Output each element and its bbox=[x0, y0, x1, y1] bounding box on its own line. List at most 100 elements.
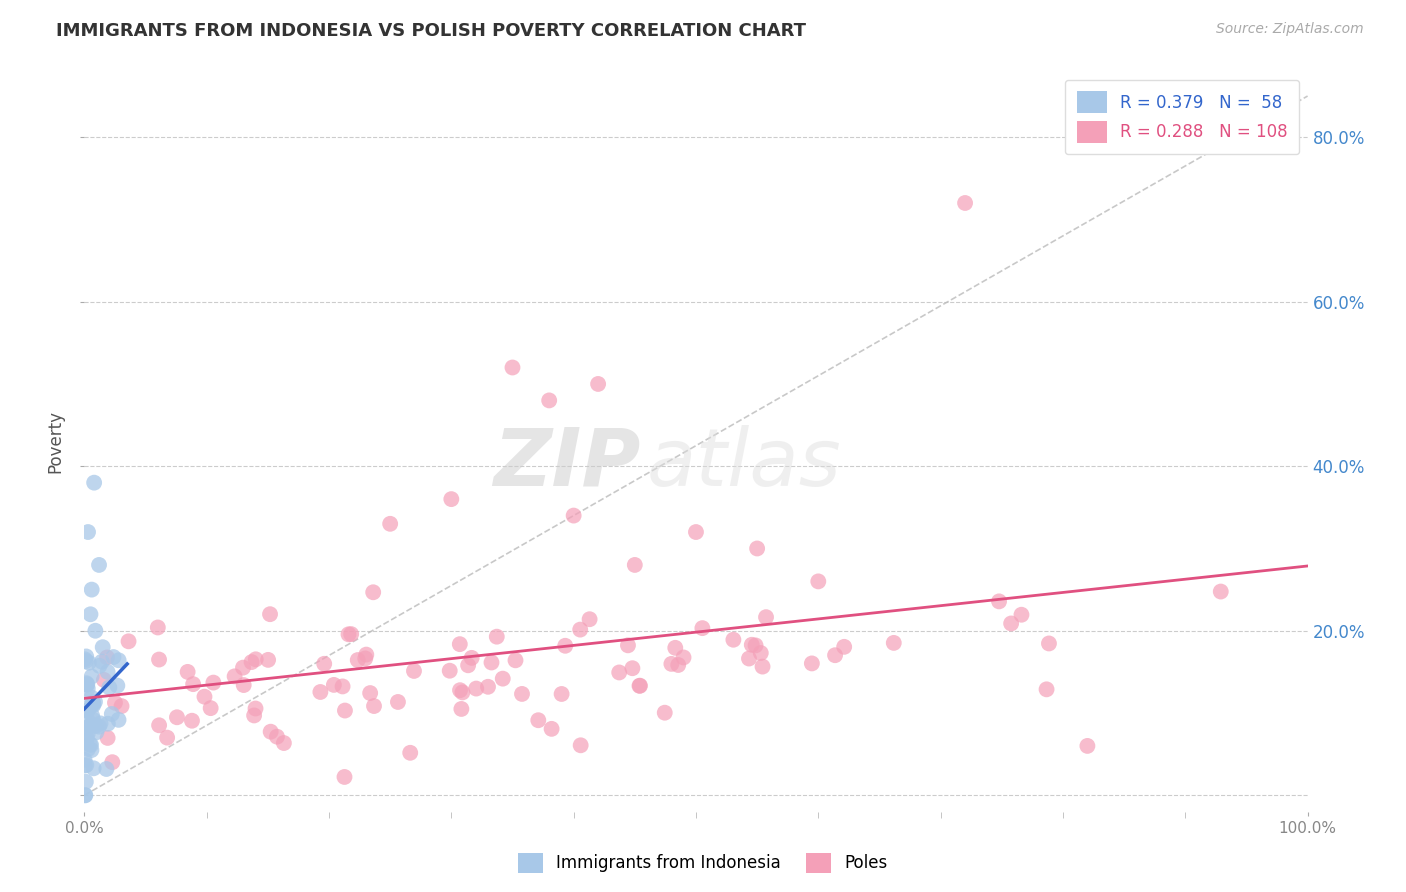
Poles bbox=[578, 612, 600, 626]
Poles bbox=[314, 657, 336, 671]
Text: ZIP: ZIP bbox=[494, 425, 641, 503]
Y-axis label: Poverty: Poverty bbox=[46, 410, 65, 473]
Immigrants from Indonesia bbox=[107, 713, 129, 727]
Poles bbox=[666, 658, 689, 673]
Legend: R = 0.379   N =  58, R = 0.288   N = 108: R = 0.379 N = 58, R = 0.288 N = 108 bbox=[1064, 79, 1299, 154]
Immigrants from Indonesia bbox=[87, 720, 110, 734]
Immigrants from Indonesia bbox=[84, 695, 107, 709]
Poles bbox=[332, 680, 354, 694]
Poles bbox=[738, 651, 761, 665]
Poles bbox=[380, 516, 402, 531]
Poles bbox=[621, 661, 644, 675]
Immigrants from Indonesia bbox=[90, 655, 112, 669]
Immigrants from Indonesia bbox=[83, 761, 105, 775]
Poles bbox=[266, 730, 288, 744]
Text: IMMIGRANTS FROM INDONESIA VS POLISH POVERTY CORRELATION CHART: IMMIGRANTS FROM INDONESIA VS POLISH POVE… bbox=[56, 22, 806, 40]
Poles bbox=[176, 665, 198, 679]
Immigrants from Indonesia bbox=[82, 698, 104, 713]
Poles bbox=[356, 648, 378, 662]
Poles bbox=[832, 640, 855, 654]
Immigrants from Indonesia bbox=[103, 650, 125, 665]
Immigrants from Indonesia bbox=[77, 742, 100, 756]
Poles bbox=[200, 701, 222, 715]
Poles bbox=[363, 699, 385, 714]
Poles bbox=[322, 678, 344, 692]
Poles bbox=[457, 658, 479, 673]
Poles bbox=[232, 660, 254, 674]
Poles bbox=[259, 607, 281, 622]
Poles bbox=[333, 704, 356, 718]
Text: atlas: atlas bbox=[647, 425, 842, 503]
Poles bbox=[181, 677, 204, 691]
Poles bbox=[181, 714, 204, 728]
Immigrants from Indonesia bbox=[82, 697, 104, 711]
Immigrants from Indonesia bbox=[89, 658, 111, 673]
Immigrants from Indonesia bbox=[80, 690, 103, 705]
Poles bbox=[354, 651, 377, 665]
Immigrants from Indonesia bbox=[82, 708, 104, 723]
Immigrants from Indonesia bbox=[105, 679, 128, 693]
Poles bbox=[953, 196, 976, 211]
Immigrants from Indonesia bbox=[97, 716, 120, 731]
Poles bbox=[607, 665, 630, 680]
Poles bbox=[193, 690, 215, 704]
Poles bbox=[1035, 682, 1057, 697]
Immigrants from Indonesia bbox=[101, 706, 124, 721]
Immigrants from Indonesia bbox=[75, 654, 97, 668]
Immigrants from Indonesia bbox=[75, 758, 97, 772]
Poles bbox=[449, 637, 471, 651]
Poles bbox=[243, 708, 266, 723]
Poles bbox=[751, 659, 773, 673]
Poles bbox=[148, 718, 170, 732]
Poles bbox=[502, 360, 524, 375]
Poles bbox=[202, 675, 225, 690]
Poles bbox=[245, 701, 267, 715]
Poles bbox=[628, 679, 651, 693]
Poles bbox=[492, 672, 515, 686]
Poles bbox=[1076, 739, 1098, 753]
Poles bbox=[747, 541, 769, 556]
Poles bbox=[346, 653, 368, 667]
Poles bbox=[510, 687, 533, 701]
Poles bbox=[1000, 616, 1022, 631]
Poles bbox=[146, 620, 169, 634]
Poles bbox=[399, 746, 422, 760]
Poles bbox=[93, 673, 115, 687]
Poles bbox=[260, 724, 283, 739]
Poles bbox=[148, 652, 170, 666]
Poles bbox=[800, 657, 823, 671]
Poles bbox=[664, 640, 686, 655]
Poles bbox=[340, 627, 363, 641]
Poles bbox=[1209, 584, 1232, 599]
Poles bbox=[337, 627, 360, 641]
Poles bbox=[569, 739, 592, 753]
Immigrants from Indonesia bbox=[73, 758, 96, 772]
Immigrants from Indonesia bbox=[83, 713, 105, 727]
Poles bbox=[97, 731, 120, 745]
Poles bbox=[661, 657, 683, 671]
Poles bbox=[240, 655, 263, 669]
Immigrants from Indonesia bbox=[77, 703, 100, 717]
Poles bbox=[824, 648, 846, 663]
Immigrants from Indonesia bbox=[76, 677, 98, 691]
Poles bbox=[359, 686, 381, 700]
Immigrants from Indonesia bbox=[76, 727, 98, 741]
Immigrants from Indonesia bbox=[77, 714, 100, 728]
Poles bbox=[723, 632, 745, 647]
Immigrants from Indonesia bbox=[75, 734, 97, 748]
Poles bbox=[110, 699, 132, 714]
Poles bbox=[460, 651, 482, 665]
Immigrants from Indonesia bbox=[79, 738, 101, 752]
Immigrants from Indonesia bbox=[86, 725, 108, 739]
Immigrants from Indonesia bbox=[91, 640, 114, 655]
Poles bbox=[387, 695, 409, 709]
Poles bbox=[883, 636, 905, 650]
Immigrants from Indonesia bbox=[83, 475, 105, 490]
Poles bbox=[527, 713, 550, 727]
Immigrants from Indonesia bbox=[98, 681, 121, 695]
Poles bbox=[101, 755, 124, 769]
Poles bbox=[333, 770, 356, 784]
Poles bbox=[562, 508, 585, 523]
Poles bbox=[465, 681, 488, 696]
Poles bbox=[439, 664, 461, 678]
